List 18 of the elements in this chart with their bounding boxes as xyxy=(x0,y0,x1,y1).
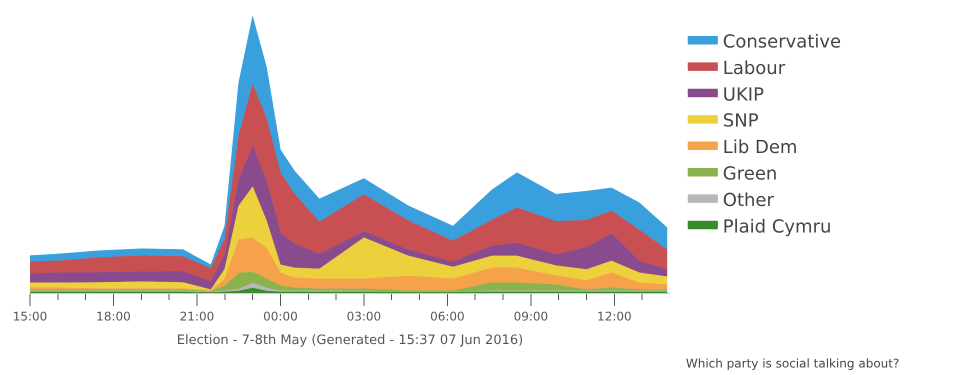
x-tick-label: 18:00 xyxy=(96,309,131,324)
x-tick-label: 06:00 xyxy=(430,309,465,324)
text: Which party is social talking about? xyxy=(686,356,900,370)
legend-label: UKIP xyxy=(722,84,764,106)
x-axis-title: Election - 7-8th May (Generated - 15:37 07 Jun 2016) xyxy=(176,333,524,348)
legend-label: SNP xyxy=(722,110,759,132)
legend-label: Green xyxy=(722,163,778,184)
x-tick-label: 00:00 xyxy=(263,309,298,324)
legend-label: Other xyxy=(722,190,775,211)
x-tick-label: 03:00 xyxy=(346,309,382,324)
x-tick-label: 21:00 xyxy=(180,309,214,324)
legend-label: Lib Dem xyxy=(722,137,798,158)
legend-label: Labour xyxy=(722,58,786,79)
legend-label: Conservative xyxy=(722,31,842,52)
x-tick-label: 09:00 xyxy=(514,309,548,324)
legend-label: Plaid Cymru xyxy=(722,216,832,238)
x-tick-label: 15:00 xyxy=(12,309,48,324)
x-tick-label: 12:00 xyxy=(597,309,632,324)
